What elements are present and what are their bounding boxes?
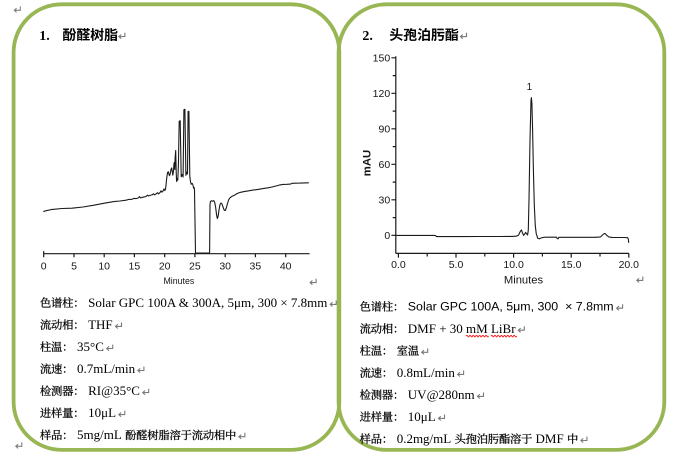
svg-text:10: 10 xyxy=(98,260,110,272)
svg-text:10μL: 10μL xyxy=(88,405,116,420)
svg-text:10.0: 10.0 xyxy=(503,259,524,271)
svg-text:RI@35°C: RI@35°C xyxy=(88,383,140,398)
svg-text:35°C: 35°C xyxy=(77,339,104,354)
svg-text:0.7mL/min: 0.7mL/min xyxy=(77,361,136,376)
svg-text:0.0: 0.0 xyxy=(391,259,406,271)
svg-text:DMF: DMF xyxy=(536,431,564,446)
svg-text:1: 1 xyxy=(527,82,533,93)
svg-text:10μL: 10μL xyxy=(408,409,436,424)
svg-text:Minutes: Minutes xyxy=(504,274,544,286)
svg-text:30: 30 xyxy=(219,260,231,272)
svg-text:40: 40 xyxy=(280,260,292,272)
svg-text:120: 120 xyxy=(373,88,391,100)
svg-text:0.2mg/mL: 0.2mg/mL xyxy=(397,431,452,446)
svg-text:25: 25 xyxy=(189,260,201,272)
svg-text:Solar GPC 100A, 5μm, 300 × 7.: Solar GPC 100A, 5μm, 300 × 7.8mm xyxy=(408,300,614,314)
svg-text:DMF + 30 mM LiBr: DMF + 30 mM LiBr xyxy=(408,321,516,336)
svg-text:0: 0 xyxy=(384,230,390,242)
svg-text:Solar GPC 100A & 300A, 5μm, 30: Solar GPC 100A & 300A, 5μm, 300 × 7.8mm xyxy=(88,295,327,310)
svg-text:Minutes: Minutes xyxy=(163,276,194,286)
svg-text:2.: 2. xyxy=(362,29,373,44)
svg-text:0: 0 xyxy=(41,260,47,272)
svg-text:0.8mL/min: 0.8mL/min xyxy=(397,365,456,380)
svg-text:1.: 1. xyxy=(39,29,50,44)
svg-text:150: 150 xyxy=(373,52,391,64)
svg-text:30: 30 xyxy=(379,194,391,206)
svg-text:35: 35 xyxy=(250,260,262,272)
svg-text:5.0: 5.0 xyxy=(449,259,464,271)
svg-text:5mg/mL: 5mg/mL xyxy=(77,427,122,442)
svg-text:15.0: 15.0 xyxy=(561,259,582,271)
svg-text:90: 90 xyxy=(379,123,391,135)
svg-text:THF: THF xyxy=(88,317,113,332)
svg-text:20: 20 xyxy=(159,260,171,272)
svg-text:mAU: mAU xyxy=(362,150,374,176)
svg-text:20.0: 20.0 xyxy=(619,259,640,271)
svg-text:UV@280nm: UV@280nm xyxy=(408,387,475,402)
svg-text:5: 5 xyxy=(71,260,77,272)
svg-text:60: 60 xyxy=(379,159,391,171)
svg-text:15: 15 xyxy=(129,260,141,272)
